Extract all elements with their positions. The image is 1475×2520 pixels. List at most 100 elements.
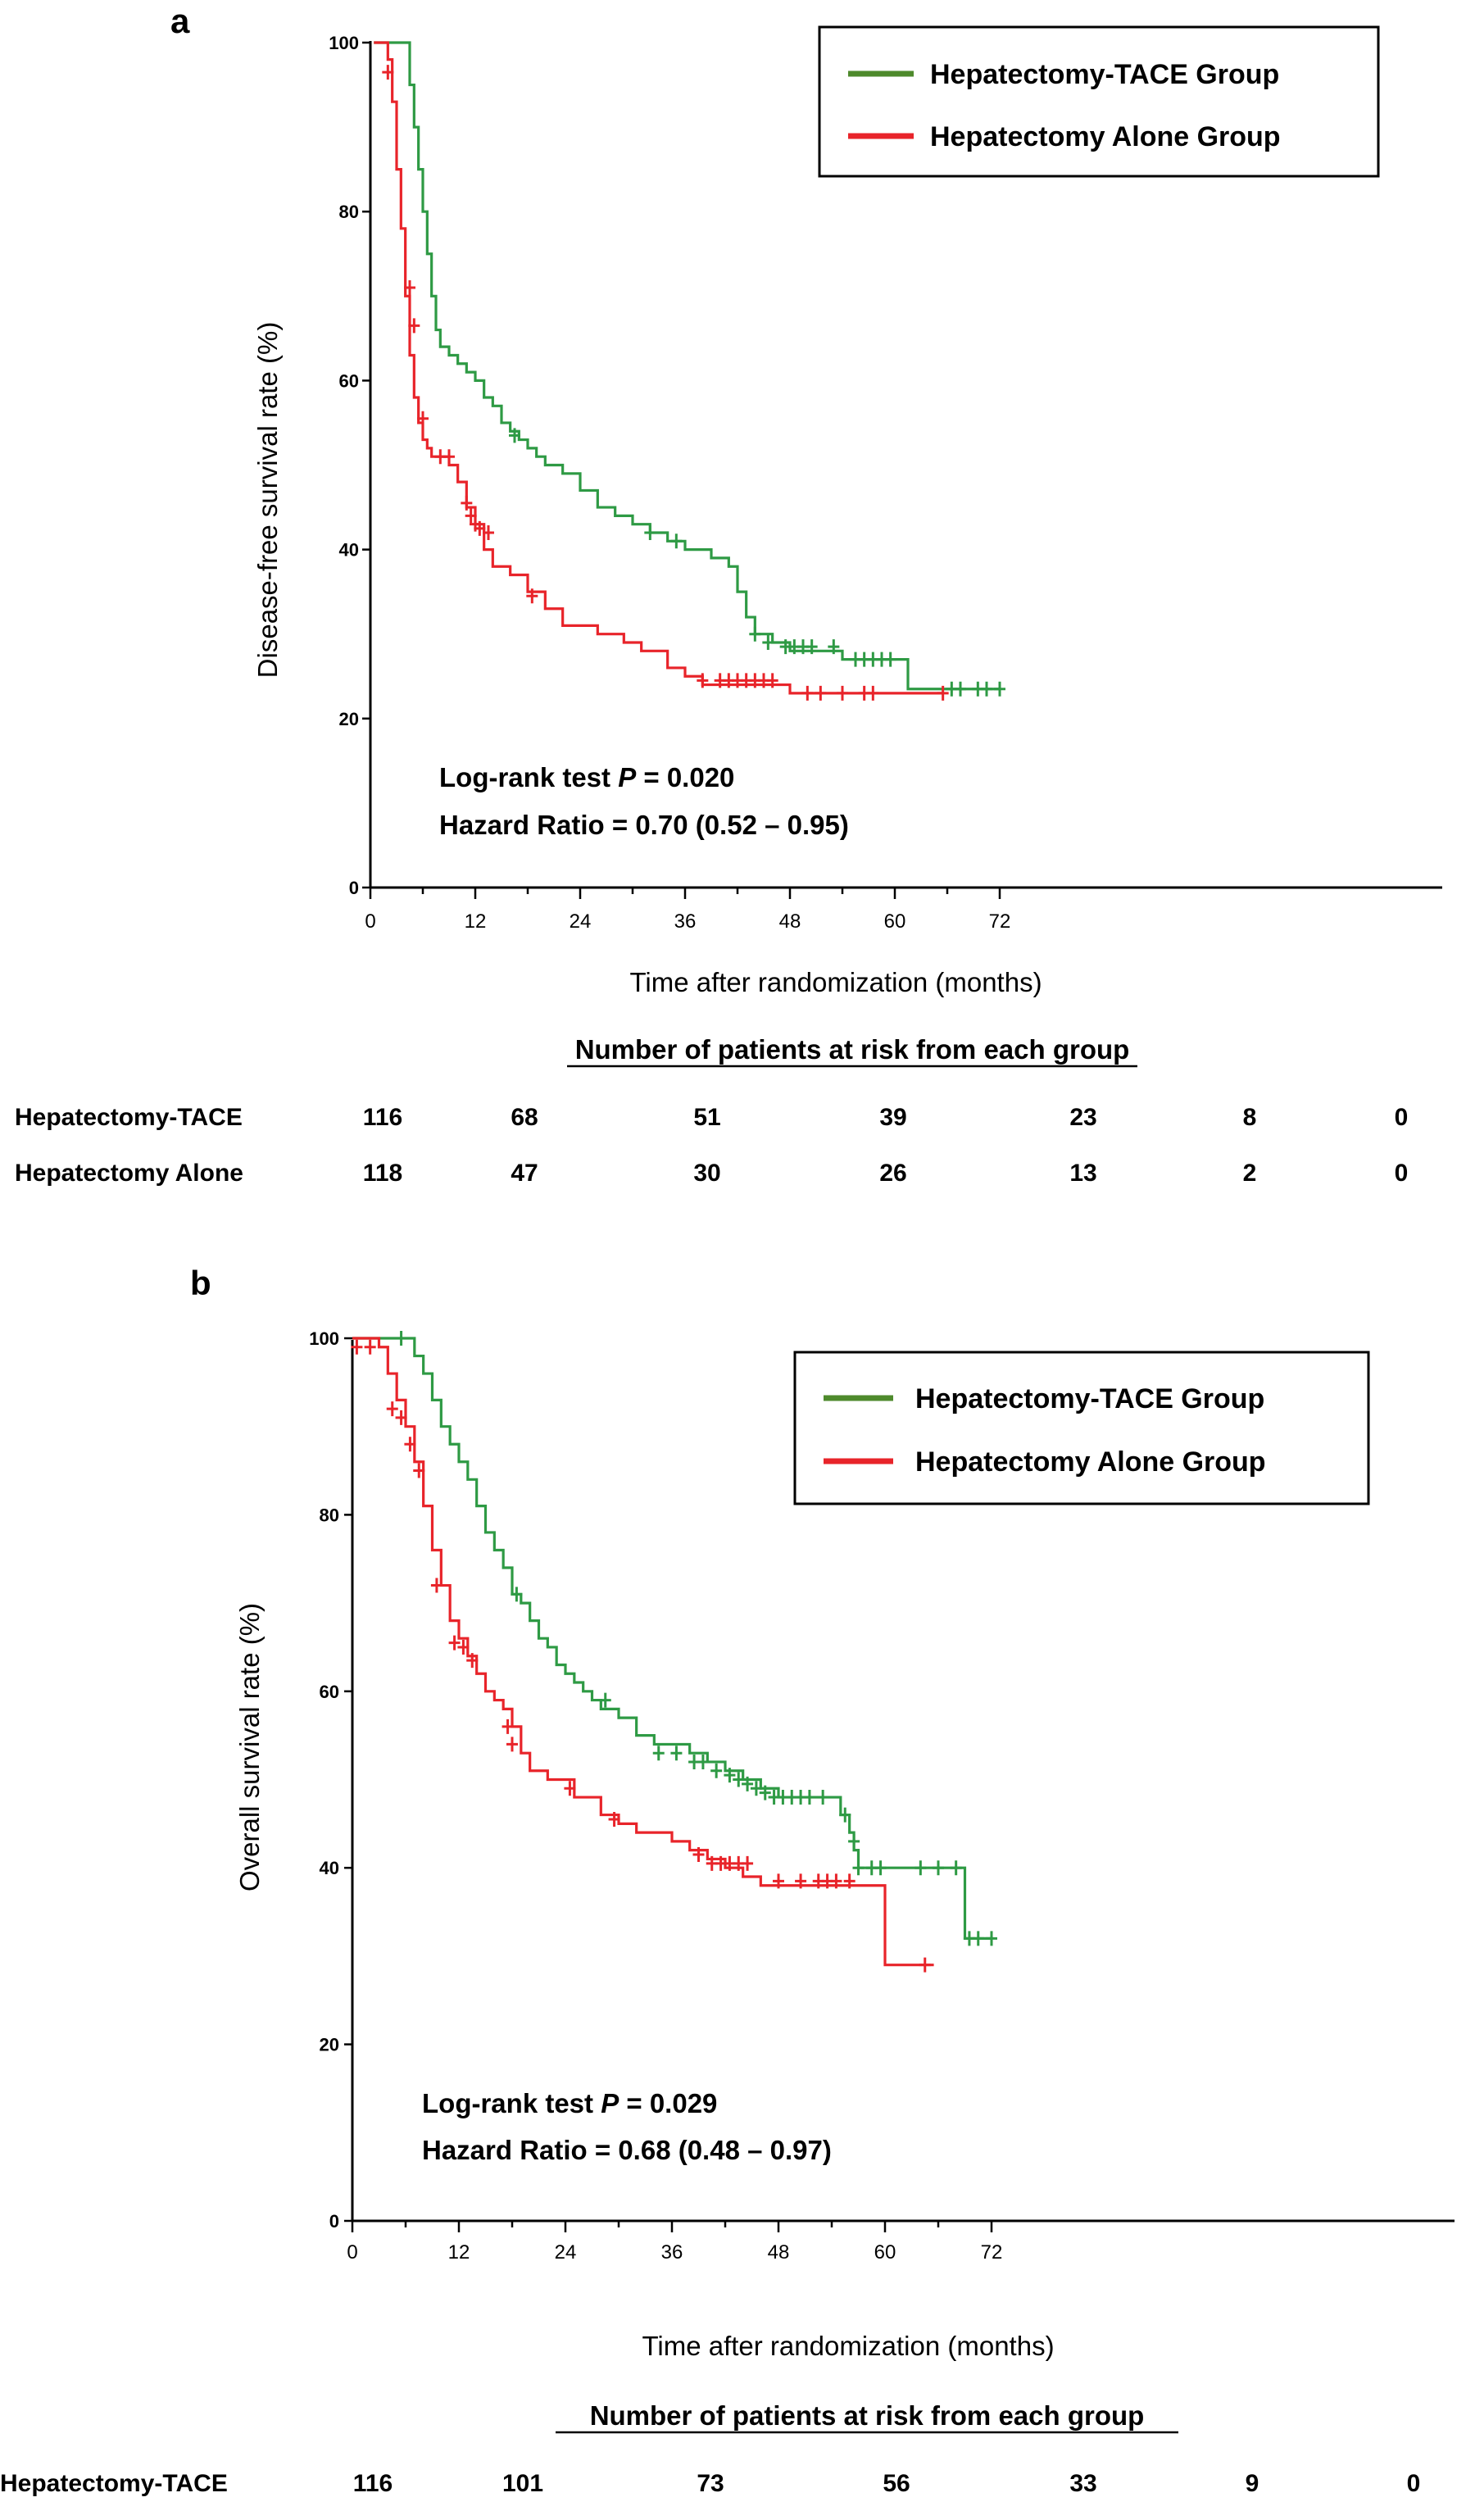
censor-mark-alone: [404, 279, 415, 295]
censor-mark-tace: [697, 1754, 709, 1769]
risk-cell-value: 116: [353, 2470, 393, 2497]
censor-mark-tace: [874, 1860, 887, 1876]
y-tick-label: 20: [320, 2035, 339, 2055]
x-tick-label: 60: [874, 2241, 896, 2263]
risk-cell-value: 51: [693, 1104, 720, 1131]
censor-mark-tace: [933, 1860, 944, 1876]
panel-b-risk-title: Number of patients at risk from each gro…: [590, 2400, 1145, 2431]
censor-mark-tace: [644, 524, 656, 540]
censor-mark-alone: [461, 495, 473, 511]
censor-mark-alone: [801, 685, 814, 701]
panel-a-legend: Hepatectomy-TACE Group Hepatectomy Alone…: [818, 25, 1380, 178]
censor-mark-alone: [364, 1339, 376, 1355]
risk-cell-value: 26: [879, 1160, 906, 1187]
censor-mark-tace: [884, 652, 896, 667]
censor-mark-alone: [867, 685, 879, 701]
panel-b-curves: [351, 1331, 997, 1973]
censor-mark-tace: [950, 1860, 962, 1876]
risk-cell-value: 9: [1246, 2470, 1259, 2497]
panel-a-curves: [374, 41, 1005, 701]
censor-mark-tace: [817, 1790, 829, 1805]
censor-mark-tace: [994, 681, 1005, 697]
censor-mark-alone: [395, 1410, 407, 1425]
risk-cell-value: 56: [883, 2470, 910, 2497]
censor-mark-tace: [914, 1860, 927, 1876]
panel-a-x-axis-title: Time after randomization (months): [629, 967, 1042, 997]
y-tick-label: 80: [339, 202, 359, 222]
panel-b-hazard-text: Hazard Ratio = 0.68 (0.48 – 0.97): [422, 2135, 832, 2165]
censor-mark-tace: [652, 1746, 665, 1761]
censor-mark-tace: [955, 681, 966, 697]
panel-b-legend-box: [793, 1351, 1370, 1505]
y-tick-label: 40: [339, 540, 359, 561]
censor-mark-tace: [750, 1781, 762, 1796]
x-tick-label: 0: [347, 2241, 357, 2263]
censor-mark-alone: [506, 1737, 518, 1752]
censor-mark-tace: [848, 1833, 860, 1849]
censor-mark-alone: [404, 1437, 416, 1452]
panel-a-letter: a: [170, 2, 190, 40]
censor-mark-alone: [408, 318, 420, 334]
x-tick-label: 48: [768, 2241, 790, 2263]
censor-mark-alone: [843, 1873, 856, 1889]
censor-mark-tace: [839, 1807, 851, 1823]
y-tick-label: 80: [320, 1505, 339, 1525]
risk-cell-value: 13: [1069, 1160, 1096, 1187]
x-tick-label: 36: [661, 2241, 683, 2263]
censor-mark-tace: [828, 639, 840, 655]
censor-mark-tace: [395, 1331, 407, 1346]
censor-mark-alone: [564, 1781, 576, 1796]
censor-mark-alone: [815, 685, 827, 701]
series-line-alone: [374, 41, 943, 695]
x-tick-label: 12: [448, 2241, 470, 2263]
panel-a-legend-box: [818, 25, 1380, 178]
panel-a-axes: 0 20 40 60 80 100 0 12 24 36 48 60 72: [329, 33, 1442, 933]
panel-a-hazard-text: Hazard Ratio = 0.70 (0.52 – 0.95): [439, 810, 849, 840]
risk-cell-value: 0: [1395, 1104, 1409, 1131]
risk-cell-value: 39: [879, 1104, 906, 1131]
censor-mark-alone: [773, 1873, 784, 1889]
censor-mark-tace: [972, 1931, 984, 1946]
censor-mark-alone: [830, 1873, 842, 1889]
censor-mark-tace: [670, 1746, 683, 1761]
y-tick-label: 100: [329, 33, 359, 53]
risk-cell-value: 47: [511, 1160, 538, 1187]
x-tick-label: 36: [674, 910, 697, 933]
panel-b-legend: Hepatectomy-TACE Group Hepatectomy Alone…: [793, 1351, 1370, 1505]
x-tick-label: 72: [981, 2241, 1003, 2263]
censor-mark-tace: [981, 681, 992, 697]
censor-mark-alone: [526, 588, 538, 604]
censor-mark-tace: [509, 428, 520, 443]
panel-b-x-axis-title: Time after randomization (months): [642, 2331, 1054, 2361]
censor-mark-tace: [749, 626, 761, 642]
censor-mark-tace: [742, 1776, 754, 1791]
panel-b-legend-label-alone: Hepatectomy Alone Group: [915, 1446, 1266, 1478]
censor-mark-alone: [430, 1578, 442, 1593]
risk-cell-value: 116: [363, 1104, 402, 1131]
censor-mark-alone: [937, 685, 949, 701]
censor-mark-alone: [742, 1855, 754, 1871]
risk-cell-value: 2: [1243, 1160, 1257, 1187]
censor-mark-alone: [795, 1873, 807, 1889]
series-line-tace: [352, 1337, 992, 1940]
panel-b-risk-table: Number of patients at risk from each gro…: [0, 2400, 1420, 2497]
censor-mark-alone: [919, 1957, 931, 1973]
x-tick-label: 0: [365, 910, 375, 933]
risk-cell-value: 101: [502, 2470, 543, 2497]
censor-mark-alone: [413, 1463, 425, 1478]
censor-mark-alone: [351, 1339, 363, 1355]
panel-b: b Overall survival rate (%) Time after r…: [0, 1264, 1455, 2497]
censor-mark-tace: [710, 1763, 723, 1778]
censor-mark-tace: [852, 1860, 865, 1876]
x-tick-label: 48: [779, 910, 801, 933]
y-tick-label: 100: [309, 1328, 339, 1349]
panel-b-legend-label-tace: Hepatectomy-TACE Group: [915, 1383, 1264, 1414]
panel-b-risk-rows: Hepatectomy-TACE11610173563390Hepatectom…: [0, 2470, 1420, 2497]
censor-mark-alone: [386, 1401, 398, 1417]
censor-mark-alone: [502, 1719, 514, 1734]
panel-a-logrank-text: Log-rank test P = 0.020: [439, 762, 734, 792]
y-tick-label: 0: [349, 878, 359, 898]
risk-cell-value: 8: [1243, 1104, 1257, 1131]
censor-mark-alone: [474, 520, 486, 536]
risk-row-label: Hepatectomy Alone: [15, 1160, 243, 1187]
